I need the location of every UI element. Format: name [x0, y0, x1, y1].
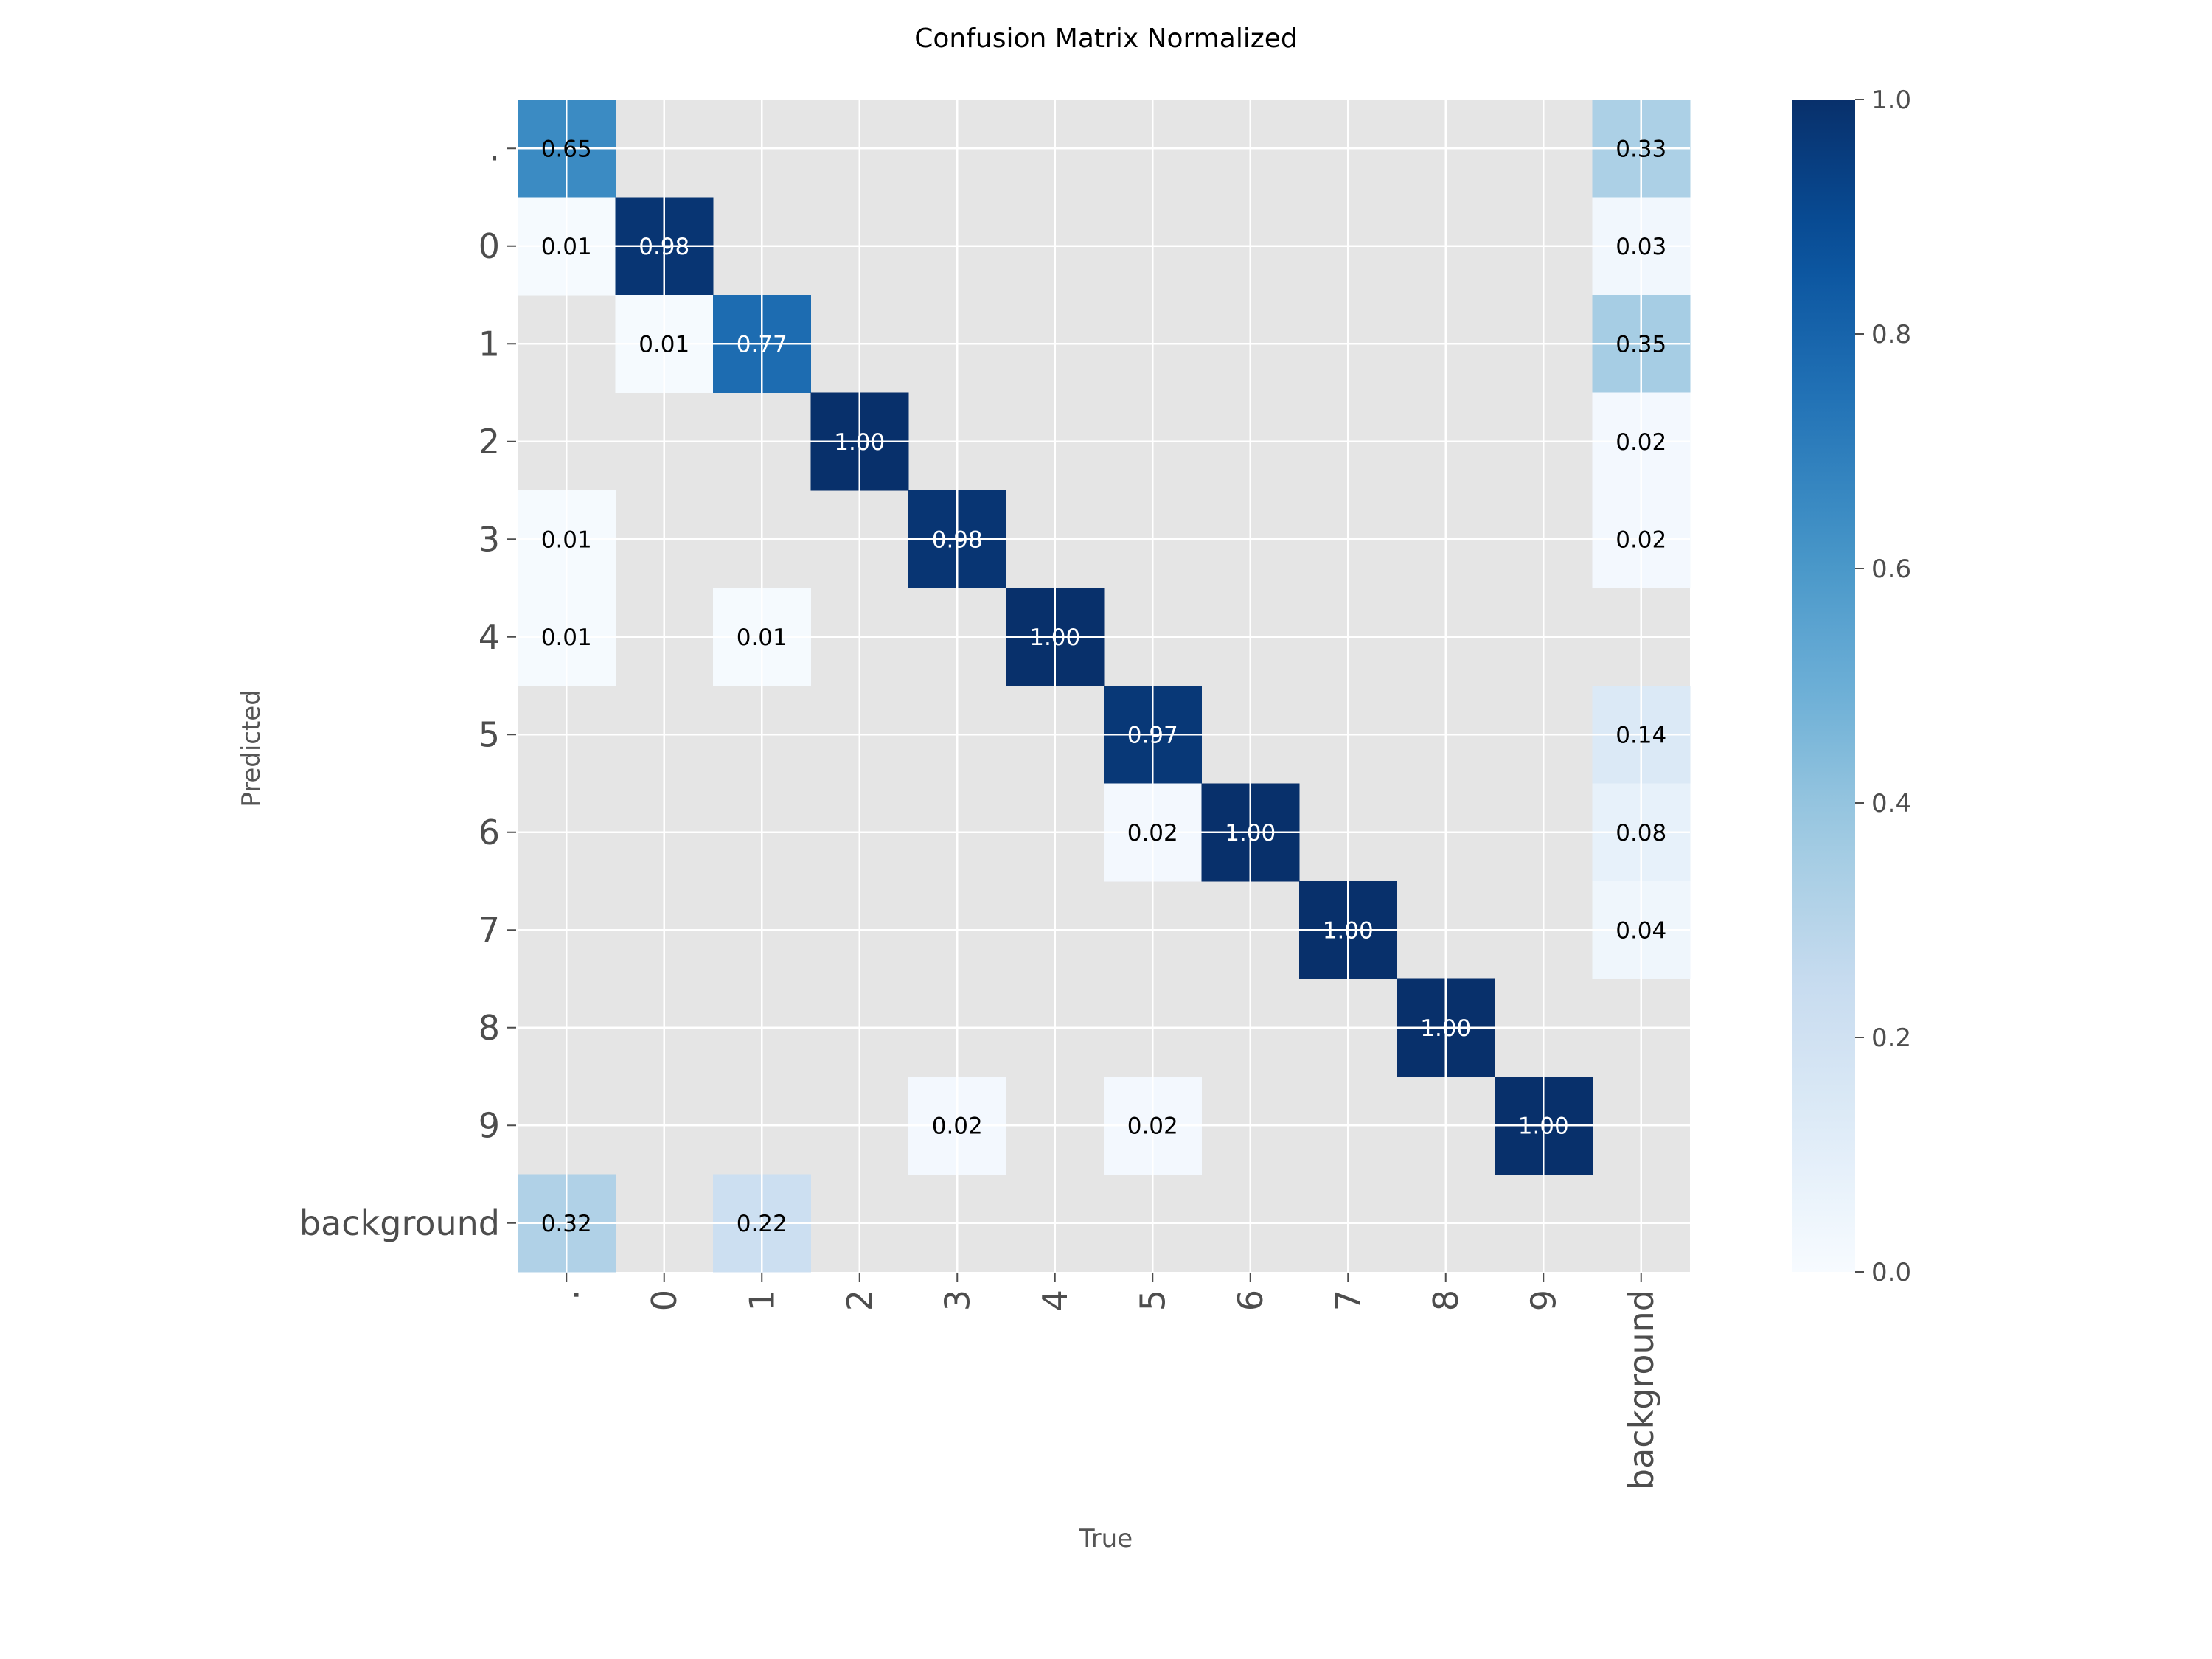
cell-value-label: 1.00 — [1225, 820, 1276, 846]
y-tick-label: 9 — [479, 1105, 500, 1145]
x-tick-label: 5 — [1133, 1290, 1172, 1311]
cell-value-label: 0.01 — [541, 625, 592, 651]
x-tick-label: . — [546, 1290, 586, 1301]
y-tick-label: 6 — [479, 813, 500, 852]
y-tick-label: 0 — [479, 226, 500, 266]
cell-value-label: 0.02 — [1127, 1113, 1178, 1139]
colorbar-tick-label: 0.8 — [1871, 320, 1911, 349]
x-tick-label: 3 — [937, 1290, 977, 1311]
cell-value-label: 1.00 — [834, 429, 885, 456]
colorbar: 0.0 0.2 0.4 0.6 0.8 1.0 — [1792, 86, 1911, 1287]
y-axis-label: Predicted — [237, 689, 266, 807]
cell-value-label: 1.00 — [1029, 625, 1080, 651]
heatmap-plot-area: 0.65 0.330.01 0.98 0.030.01 0.77 0.351.00 0.02… — [299, 100, 1691, 1490]
y-tick-label: background — [299, 1203, 500, 1243]
cell-value-label: 0.01 — [737, 625, 787, 651]
cell-value-label: 0.02 — [1615, 429, 1666, 456]
colorbar-tick-label: 0.0 — [1871, 1258, 1911, 1287]
y-tick-label: . — [489, 128, 500, 168]
colorbar-gradient — [1792, 100, 1855, 1272]
cell-value-label: 0.22 — [737, 1211, 787, 1237]
cell-value-label: 0.01 — [541, 526, 592, 553]
cell-value-label: 0.98 — [932, 526, 983, 553]
cell-value-label: 0.77 — [737, 331, 787, 358]
x-tick-label: 2 — [840, 1290, 880, 1311]
cell-value-label: 1.00 — [1420, 1015, 1471, 1042]
cell-value-label: 0.32 — [541, 1211, 592, 1237]
chart-title: Confusion Matrix Normalized — [914, 24, 1297, 54]
cell-value-label: 0.08 — [1615, 820, 1666, 846]
cell-value-label: 0.65 — [541, 136, 592, 162]
y-tick-label: 2 — [479, 422, 500, 462]
y-tick-label: 8 — [479, 1008, 500, 1048]
x-tick-label: 8 — [1426, 1290, 1466, 1311]
cell-value-label: 0.02 — [932, 1113, 983, 1139]
x-tick-label: 0 — [644, 1290, 684, 1311]
x-tick-label: 6 — [1231, 1290, 1270, 1311]
cell-value-label: 0.02 — [1127, 820, 1178, 846]
cell-value-label: 0.03 — [1615, 234, 1666, 260]
cell-value-label: 0.04 — [1615, 917, 1666, 944]
cell-value-label: 0.33 — [1615, 136, 1666, 162]
x-tick-label: background — [1621, 1290, 1661, 1490]
cell-value-label: 0.14 — [1615, 722, 1666, 748]
cell-value-label: 1.00 — [1518, 1113, 1569, 1139]
colorbar-tick-label: 0.2 — [1871, 1023, 1911, 1053]
cell-value-label: 0.97 — [1127, 722, 1178, 748]
cell-value-label: 0.98 — [639, 234, 689, 260]
y-tick-label: 4 — [479, 617, 500, 657]
colorbar-tick-label: 1.0 — [1871, 86, 1911, 115]
x-tick-label: 9 — [1523, 1290, 1563, 1311]
x-axis-label: True — [1079, 1524, 1133, 1554]
cell-value-label: 0.02 — [1615, 526, 1666, 553]
y-tick-label: 1 — [479, 324, 500, 364]
y-tick-label: 7 — [479, 910, 500, 950]
x-tick-label: 1 — [742, 1290, 782, 1311]
colorbar-tick-label: 0.6 — [1871, 554, 1911, 584]
y-tick-label: 3 — [479, 519, 500, 559]
cell-value-label: 0.01 — [541, 234, 592, 260]
x-tick-label: 7 — [1328, 1290, 1368, 1311]
colorbar-tick-label: 0.4 — [1871, 789, 1911, 818]
x-tick-label: 4 — [1035, 1290, 1075, 1311]
y-tick-label: 5 — [479, 714, 500, 754]
cell-value-label: 0.35 — [1615, 331, 1666, 358]
cell-value-label: 1.00 — [1323, 917, 1374, 944]
cell-value-label: 0.01 — [639, 331, 689, 358]
